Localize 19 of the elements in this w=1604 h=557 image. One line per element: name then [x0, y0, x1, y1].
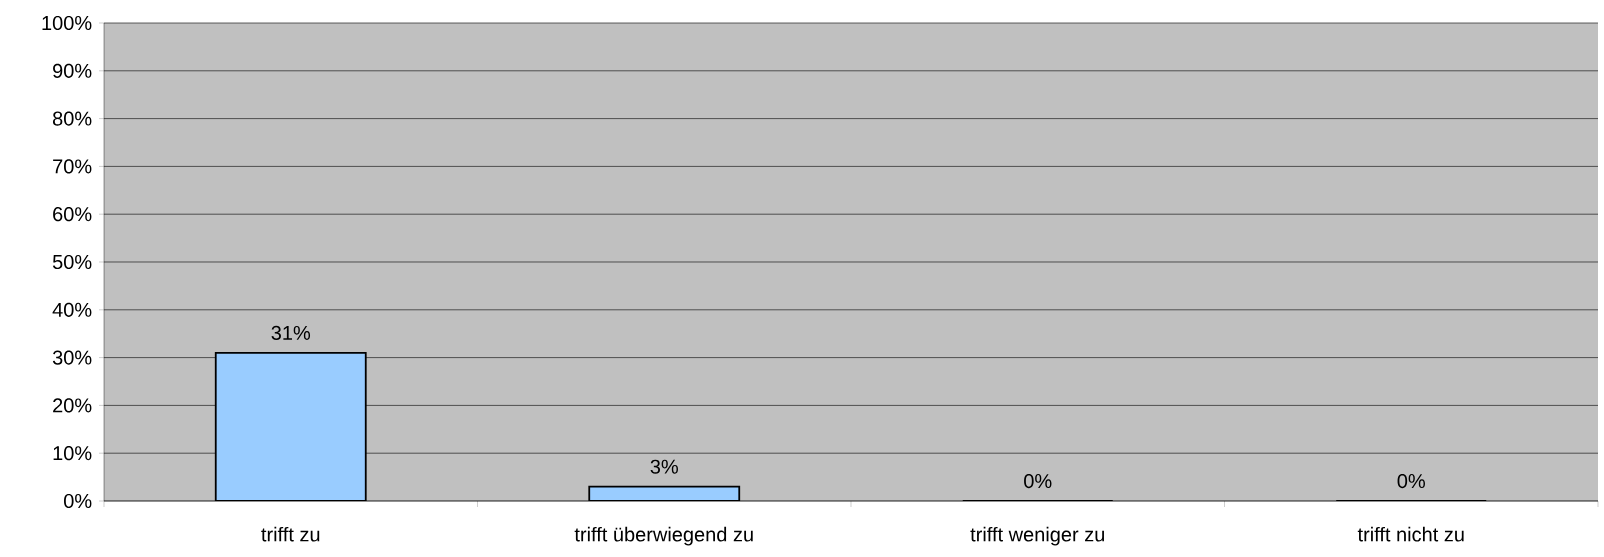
data-label: 3% [650, 459, 678, 474]
y-tick-label: 20% [53, 398, 92, 413]
y-tick-label: 30% [52, 350, 92, 365]
y-tick-label: 60% [53, 207, 92, 222]
x-tick-label: trifft nicht zu [1357, 526, 1464, 542]
data-label: 0% [1397, 473, 1425, 489]
x-tick-label: trifft zu [261, 526, 320, 542]
y-tick-label: 100% [42, 15, 92, 31]
data-label: 31% [271, 325, 311, 340]
y-tick-label: 70% [53, 159, 92, 174]
y-tick-label: 10% [53, 446, 92, 461]
x-tick-label: trifft weniger zu [970, 526, 1105, 546]
y-tick-label: 90% [53, 63, 92, 78]
y-tick-label: 0% [64, 493, 92, 509]
y-tick-label: 40% [52, 302, 92, 317]
y-tick-label: 50% [52, 254, 92, 270]
y-tick-label: 80% [52, 111, 92, 126]
x-tick-label: trifft überwiegend zu [574, 526, 753, 546]
data-label: 0% [1024, 473, 1052, 489]
